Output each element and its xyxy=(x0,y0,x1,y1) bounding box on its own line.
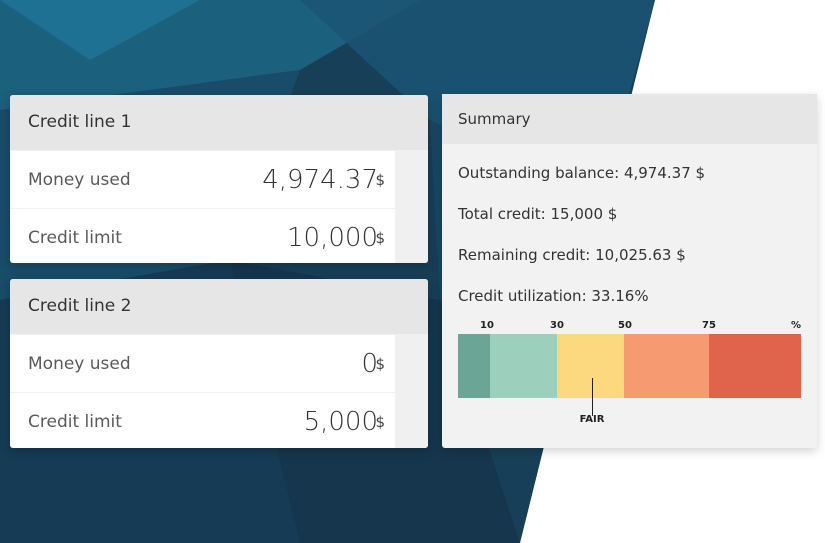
remaining-credit: Remaining credit: 10,025.63 $ xyxy=(458,246,686,264)
money-used-label: Money used xyxy=(28,353,131,374)
credit-limit-row: Credit limit 5,000 $ xyxy=(10,392,428,448)
gauge-segment-excellent xyxy=(458,334,490,398)
gauge-marker-line xyxy=(592,378,593,416)
money-used-row: Money used 4,974.37 $ xyxy=(10,150,428,208)
gauge-tick-75: 75 xyxy=(702,320,716,331)
gauge-tick-percent: % xyxy=(790,320,802,331)
money-used-label: Money used xyxy=(28,169,131,190)
summary-title: Summary xyxy=(442,94,817,144)
credit-line-2-card: Credit line 2 Money used 0 $ Credit limi… xyxy=(10,279,428,448)
gauge-segment-bad xyxy=(709,334,801,398)
credit-line-1-title: Credit line 1 xyxy=(10,95,428,150)
currency-unit: $ xyxy=(375,354,385,373)
summary-card: Summary Outstanding balance: 4,974.37 $ … xyxy=(442,94,817,448)
utilization-gauge xyxy=(458,334,801,398)
credit-line-2-title: Credit line 2 xyxy=(10,279,428,334)
gauge-tick-10: 10 xyxy=(480,320,494,331)
gauge-tick-50: 50 xyxy=(618,320,632,331)
outstanding-balance: Outstanding balance: 4,974.37 $ xyxy=(458,164,706,182)
credit-limit-label: Credit limit xyxy=(28,411,122,432)
credit-limit-value: 10,000 xyxy=(287,222,378,253)
gauge-segment-poor xyxy=(624,334,709,398)
total-credit: Total credit: 15,000 $ xyxy=(458,205,618,223)
currency-unit: $ xyxy=(375,412,385,431)
credit-limit-label: Credit limit xyxy=(28,227,122,248)
money-used-value: 0 xyxy=(361,348,378,379)
gauge-segment-fair xyxy=(557,334,624,398)
card-side-strip xyxy=(395,150,428,263)
gauge-segment-good xyxy=(490,334,557,398)
credit-utilization: Credit utilization: 33.16% xyxy=(458,287,649,305)
credit-limit-row: Credit limit 10,000 $ xyxy=(10,208,428,263)
credit-limit-value: 5,000 xyxy=(303,406,378,437)
card-side-strip xyxy=(395,334,428,448)
currency-unit: $ xyxy=(375,228,385,247)
gauge-tick-30: 30 xyxy=(550,320,564,331)
currency-unit: $ xyxy=(375,170,385,189)
gauge-marker-label: FAIR xyxy=(579,414,605,425)
money-used-value: 4,974.37 xyxy=(262,164,378,195)
credit-line-1-card: Credit line 1 Money used 4,974.37 $ Cred… xyxy=(10,95,428,263)
money-used-row: Money used 0 $ xyxy=(10,334,428,392)
